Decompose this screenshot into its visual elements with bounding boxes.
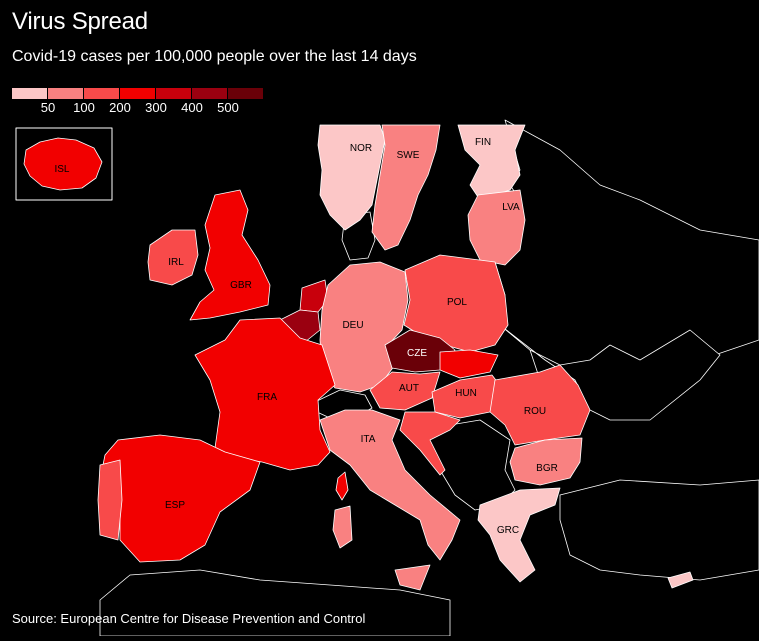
label-grc: GRC (497, 525, 519, 536)
source-note: Source: European Centre for Disease Prev… (12, 611, 366, 626)
legend-tick-label: 200 (109, 100, 131, 115)
other-countries (99, 119, 759, 637)
label-fra: FRA (257, 392, 277, 403)
country-sardinia (332, 505, 353, 549)
legend-swatch (156, 88, 192, 99)
label-deu: DEU (342, 320, 363, 331)
country-svk (439, 349, 499, 379)
subtitle: Covid-19 cases per 100,000 people over t… (12, 48, 417, 65)
country-bgr (509, 437, 583, 486)
page-title: Virus Spread (12, 8, 148, 35)
country-sicily (394, 564, 431, 591)
legend-tick-label: 400 (181, 100, 203, 115)
legend-swatch (12, 88, 48, 99)
country-cyp (667, 571, 694, 589)
color-legend: 50 100 200 300 400 500 (12, 88, 264, 115)
label-swe: SWE (397, 150, 420, 161)
label-isl: ISL (54, 164, 69, 175)
country-prt (97, 459, 123, 541)
label-lva: LVA (502, 202, 520, 213)
country-fra (194, 317, 336, 471)
label-gbr: GBR (230, 280, 252, 291)
label-cze: CZE (407, 348, 427, 359)
legend-swatch (84, 88, 120, 99)
legend-scale (12, 88, 264, 99)
legend-swatch (48, 88, 84, 99)
country-corsica (335, 471, 349, 501)
label-bgr: BGR (536, 463, 558, 474)
country-ita (319, 409, 461, 561)
legend-tick-label: 100 (73, 100, 95, 115)
label-hun: HUN (455, 388, 477, 399)
label-rou: ROU (524, 406, 546, 417)
label-fin: FIN (475, 137, 491, 148)
country-irl (147, 229, 199, 286)
country-grc (477, 487, 561, 583)
legend-swatch (228, 88, 264, 99)
country-pol (403, 254, 509, 353)
label-irl: IRL (168, 257, 184, 268)
label-aut: AUT (399, 383, 419, 394)
label-esp: ESP (165, 500, 185, 511)
legend-tick-label: 300 (145, 100, 167, 115)
country-lva (467, 189, 526, 266)
country-hrv (399, 411, 461, 476)
country-rou (489, 364, 591, 446)
legend-tick-label: 500 (217, 100, 239, 115)
label-pol: POL (447, 297, 467, 308)
legend-swatch (192, 88, 228, 99)
legend-swatch (120, 88, 156, 99)
country-swe (371, 124, 441, 251)
country-gbr (189, 189, 271, 321)
legend-labels: 50 100 200 300 400 500 (12, 99, 264, 115)
legend-tick-label: 50 (40, 100, 56, 115)
country-isl (23, 137, 103, 191)
label-nor: NOR (350, 143, 372, 154)
country-aut (369, 371, 441, 411)
country-labels: ISL NOR SWE FIN LVA IRL GBR DEU POL CZE … (54, 137, 557, 536)
label-ita: ITA (361, 434, 376, 445)
